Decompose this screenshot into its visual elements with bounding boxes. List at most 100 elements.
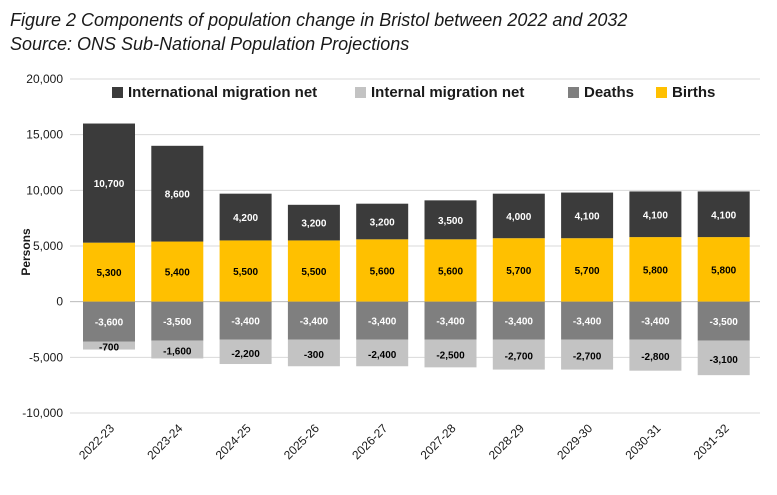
bar-international-migration <box>356 203 409 240</box>
x-tick-label: 2024-25 <box>213 421 254 462</box>
label-internal-migration: -700 <box>99 343 119 354</box>
bar-internal-migration <box>219 339 272 365</box>
bar-deaths <box>287 301 340 340</box>
label-births: 5,500 <box>301 267 326 278</box>
bar-international-migration <box>83 123 135 243</box>
label-deaths: -3,400 <box>436 317 465 328</box>
bar-international-migration <box>697 191 750 238</box>
label-deaths: -3,500 <box>710 317 739 328</box>
label-births: 5,700 <box>506 266 531 277</box>
x-tick-label: 2023-24 <box>144 421 185 462</box>
y-tick-label: -10,000 <box>22 406 63 420</box>
bar-deaths <box>356 301 409 340</box>
x-tick-label: 2028-29 <box>486 421 527 462</box>
label-births: 5,500 <box>233 267 258 278</box>
bar-internal-migration <box>492 339 545 370</box>
label-internal-migration: -2,400 <box>368 350 397 361</box>
label-international-migration: 10,700 <box>94 179 125 190</box>
label-international-migration: 4,200 <box>233 213 258 224</box>
bars <box>83 123 750 376</box>
bar-deaths <box>697 301 750 341</box>
bar-internal-migration <box>356 339 409 367</box>
y-tick-label: 0 <box>56 295 63 309</box>
bar-deaths <box>629 301 682 340</box>
legend-swatch <box>656 87 667 98</box>
bar-international-migration <box>424 200 477 240</box>
bar-deaths <box>151 301 204 341</box>
bar-internal-migration <box>629 339 682 371</box>
bar-births <box>151 241 204 302</box>
y-tick-label: 10,000 <box>26 183 63 197</box>
label-births: 5,600 <box>438 266 463 277</box>
label-births: 5,300 <box>96 268 121 279</box>
label-deaths: -3,400 <box>368 317 397 328</box>
y-tick-label: -5,000 <box>29 350 63 364</box>
label-internal-migration: -2,200 <box>231 349 260 360</box>
label-deaths: -3,400 <box>300 317 329 328</box>
bar-births <box>629 237 682 302</box>
bar-births <box>492 238 545 302</box>
legend-label: Births <box>672 84 715 101</box>
label-international-migration: 4,100 <box>643 210 668 221</box>
label-international-migration: 8,600 <box>165 190 190 201</box>
bar-international-migration <box>561 192 614 239</box>
legend-swatch <box>112 87 123 98</box>
legend-label: Deaths <box>584 84 634 101</box>
y-axis-label: Persons <box>19 228 33 276</box>
x-tick-label: 2022-23 <box>76 421 117 462</box>
x-tick-label: 2025-26 <box>281 421 322 462</box>
bar-deaths <box>424 301 477 340</box>
x-tick-label: 2027-28 <box>418 421 459 462</box>
y-tick-label: 5,000 <box>33 239 63 253</box>
bar-deaths <box>492 301 545 340</box>
bar-international-migration <box>287 204 340 241</box>
label-internal-migration: -2,700 <box>573 352 602 363</box>
label-internal-migration: -2,800 <box>641 352 670 363</box>
bar-internal-migration <box>424 339 477 368</box>
bar-deaths <box>219 301 272 340</box>
label-internal-migration: -1,600 <box>163 347 192 358</box>
x-tick-label: 2031-32 <box>691 421 732 462</box>
x-axis-ticks: 2022-23 2023-24 2024-25 2025-26 2026-27 2027-… <box>76 421 732 462</box>
y-tick-label: 20,000 <box>26 72 63 86</box>
label-deaths: -3,400 <box>641 317 670 328</box>
label-deaths: -3,400 <box>231 317 260 328</box>
x-tick-label: 2030-31 <box>622 421 663 462</box>
bar-internal-migration <box>151 340 204 359</box>
label-internal-migration: -300 <box>304 350 324 361</box>
bar-international-migration <box>151 145 204 242</box>
bar-births <box>219 240 272 302</box>
label-international-migration: 3,500 <box>438 216 463 227</box>
label-deaths: -3,600 <box>95 318 124 329</box>
bar-births <box>561 238 614 302</box>
legend-label: International migration net <box>128 84 317 101</box>
label-births: 5,700 <box>575 266 600 277</box>
bar-births <box>287 240 340 302</box>
label-births: 5,800 <box>643 265 668 276</box>
label-deaths: -3,500 <box>163 317 192 328</box>
label-international-migration: 4,100 <box>711 210 736 221</box>
bar-international-migration <box>629 191 682 238</box>
legend-swatch <box>568 87 579 98</box>
label-international-migration: 3,200 <box>301 219 326 230</box>
bar-deaths <box>561 301 614 340</box>
label-births: 5,800 <box>711 265 736 276</box>
bar-births <box>697 237 750 302</box>
label-births: 5,600 <box>370 266 395 277</box>
bar-internal-migration <box>287 339 340 367</box>
bar-international-migration <box>492 193 545 239</box>
bar-births <box>356 239 409 302</box>
bar-births <box>83 242 135 302</box>
label-internal-migration: -2,700 <box>505 352 534 363</box>
label-international-migration: 3,200 <box>370 218 395 229</box>
bar-internal-migration <box>697 340 750 376</box>
chart-subtitle: Source: ONS Sub-National Population Proj… <box>10 34 410 54</box>
chart-title-block: Figure 2 Components of population change… <box>10 8 627 56</box>
data-labels: 5,300 10,700 -3,600 -700 5,400 8,600 -3,500 -1,… <box>94 179 739 366</box>
bar-international-migration <box>219 193 272 241</box>
legend-swatch <box>355 87 366 98</box>
label-deaths: -3,400 <box>573 317 602 328</box>
y-axis: -10,000 -5,000 0 5,000 10,000 15,000 20,000 <box>22 72 63 420</box>
y-tick-label: 15,000 <box>26 128 63 142</box>
